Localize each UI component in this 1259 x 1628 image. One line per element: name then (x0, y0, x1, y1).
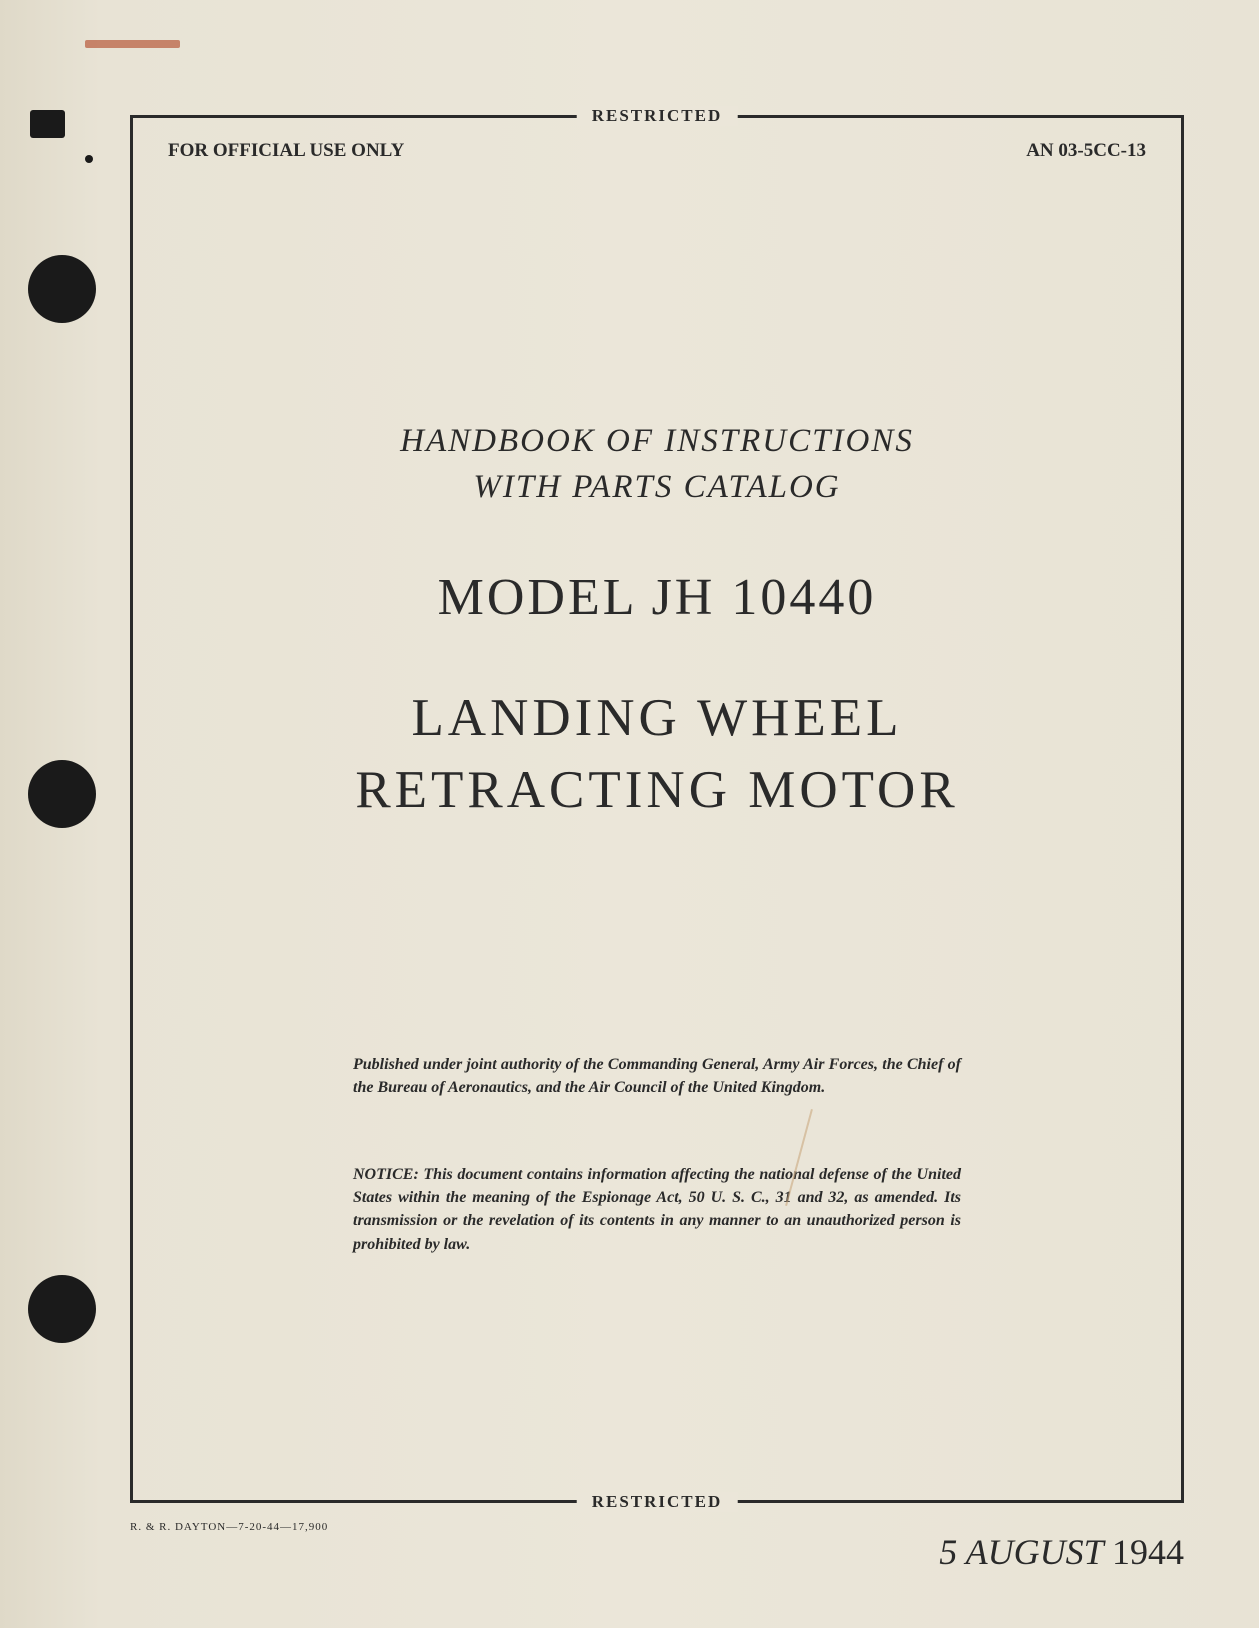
classification-bottom: RESTRICTED (577, 1492, 738, 1512)
date-year: 1944 (1112, 1532, 1184, 1572)
title-line-2: RETRACTING MOTOR (133, 755, 1181, 827)
publication-date: 5 AUGUST 1944 (939, 1531, 1184, 1573)
subtitle-line-2: WITH PARTS CATALOG (133, 464, 1181, 510)
document-number: AN 03-5CC-13 (1026, 140, 1146, 162)
binding-mark (30, 110, 65, 138)
punch-hole-bottom (28, 1275, 96, 1343)
title-line-1: LANDING WHEEL (133, 683, 1181, 755)
printer-info: R. & R. DAYTON—7-20-44—17,900 (130, 1521, 328, 1533)
ink-dot (85, 155, 93, 163)
official-use-label: FOR OFFICIAL USE ONLY (168, 140, 404, 162)
date-day-month: 5 AUGUST (939, 1532, 1103, 1572)
authority-statement: Published under joint authority of the C… (353, 1053, 961, 1099)
document-subtitle: HANDBOOK OF INSTRUCTIONS WITH PARTS CATA… (133, 418, 1181, 510)
subtitle-line-1: HANDBOOK OF INSTRUCTIONS (133, 418, 1181, 464)
document-border: RESTRICTED RESTRICTED FOR OFFICIAL USE O… (130, 115, 1184, 1503)
punch-hole-top (28, 255, 96, 323)
classification-top: RESTRICTED (577, 106, 738, 126)
red-pen-mark (85, 40, 180, 48)
punch-hole-middle (28, 760, 96, 828)
document-title: LANDING WHEEL RETRACTING MOTOR (133, 683, 1181, 826)
security-notice: NOTICE: This document contains informati… (353, 1163, 961, 1256)
model-number: MODEL JH 10440 (133, 568, 1181, 627)
document-page: RESTRICTED RESTRICTED FOR OFFICIAL USE O… (0, 0, 1259, 1628)
header-row: FOR OFFICIAL USE ONLY AN 03-5CC-13 (168, 140, 1146, 162)
